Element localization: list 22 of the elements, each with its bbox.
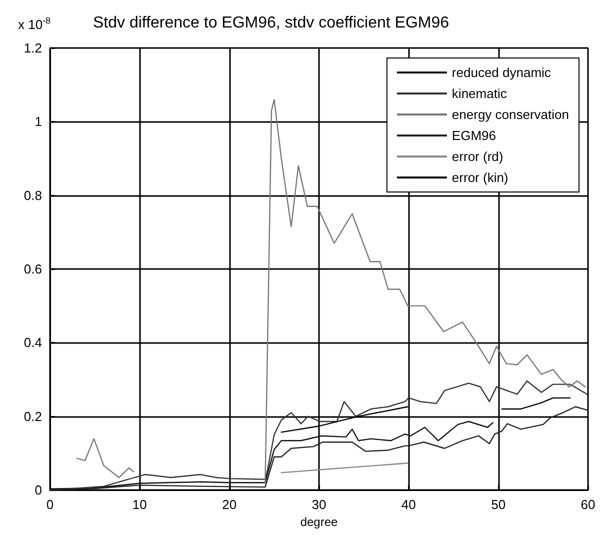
legend-label: error (rd) [452, 149, 504, 164]
y-tick-label: 1.2 [24, 40, 42, 56]
x-tick-label: 40 [401, 497, 416, 512]
legend-label: reduced dynamic [452, 65, 552, 80]
x-tick-label: 10 [132, 497, 147, 512]
x-tick-label: 30 [312, 497, 326, 512]
chart-title: Stdv difference to EGM96, stdv coefficient EGM96 [93, 14, 450, 32]
x-tick-label: 60 [580, 497, 596, 512]
x-axis-title: degree [300, 515, 338, 529]
x-tick-label: 0 [46, 497, 54, 512]
y-tick-label: 1 [34, 114, 42, 130]
y-tick-label: 0.8 [24, 188, 42, 203]
legend-label: kinematic [452, 86, 508, 101]
x-tick-label: 20 [222, 497, 237, 512]
y-tick-label: 0.4 [24, 335, 42, 350]
y-tick-label: 0 [34, 482, 42, 498]
legend-label: error (kin) [452, 170, 508, 185]
legend-label: EGM96 [452, 128, 496, 143]
x-tick-label: 50 [491, 497, 506, 512]
y-tick-label: 0.6 [24, 262, 42, 276]
legend-label: energy conservation [452, 107, 570, 122]
y-tick-label: 0.2 [24, 408, 42, 424]
